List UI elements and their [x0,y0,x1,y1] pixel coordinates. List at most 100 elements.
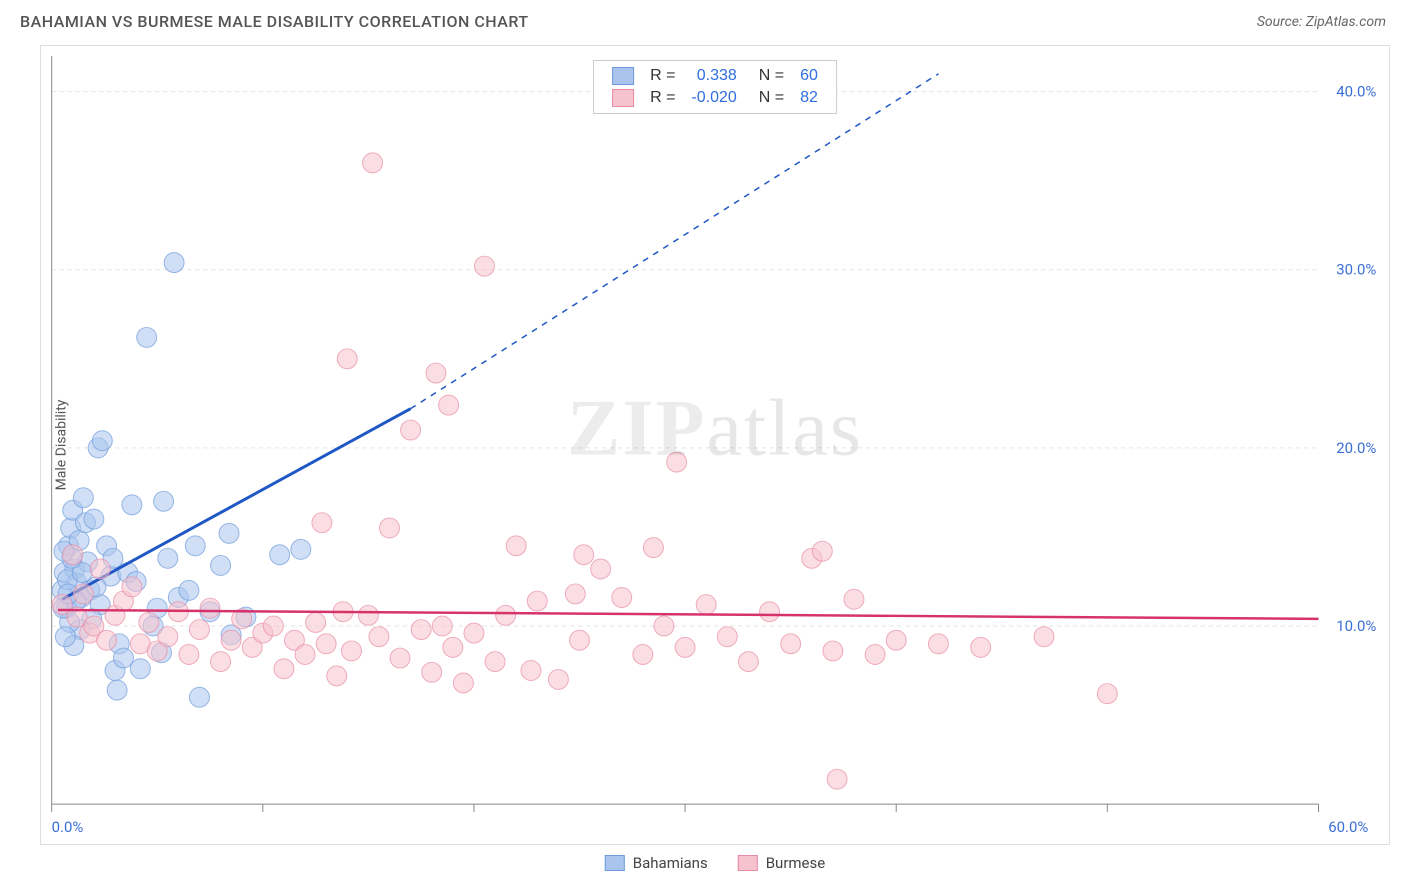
data-point [527,591,547,611]
data-point [312,513,332,533]
chart-container: Male Disability 10.0%20.0%30.0%40.0%0.0%… [40,45,1390,845]
data-point [432,616,452,636]
legend-swatch [605,855,625,871]
x-tick-label: 60.0% [1328,818,1368,836]
legend-swatch [612,67,634,85]
data-point [316,634,336,654]
chart-title: BAHAMIAN VS BURMESE MALE DISABILITY CORR… [20,12,529,31]
data-point [781,634,801,654]
data-point [189,687,209,707]
data-point [570,630,590,650]
data-point [426,363,446,383]
data-point [291,539,311,559]
data-point [633,645,653,665]
data-point [865,645,885,665]
data-point [337,349,357,369]
data-point [675,637,695,657]
data-point [1097,684,1117,704]
data-point [591,559,611,579]
data-point [574,545,594,565]
data-point [1034,627,1054,647]
data-point [565,584,585,604]
data-point [263,616,283,636]
data-point [219,523,239,543]
data-point [738,652,758,672]
data-point [221,630,241,650]
data-point [55,627,75,647]
data-point [844,589,864,609]
data-point [295,645,315,665]
y-tick-label: 30.0% [1336,261,1376,279]
data-point [130,659,150,679]
data-point [122,495,142,515]
n-label: N = [745,87,792,109]
data-point [137,327,157,347]
data-point [971,637,991,657]
data-point [521,661,541,681]
data-point [327,666,347,686]
data-point [369,627,389,647]
r-label: R = [642,65,683,87]
legend-item: Bahamians [605,854,708,872]
data-point [496,605,516,625]
data-point [211,555,231,575]
data-point [84,509,104,529]
correlation-legend: R = 0.338 N = 60 R = -0.020 N = 82 [593,60,837,114]
data-point [760,602,780,622]
n-value: 60 [792,65,826,87]
data-point [506,536,526,556]
x-tick-label: 0.0% [52,818,84,836]
data-point [342,641,362,661]
data-point [696,595,716,615]
n-label: N = [745,65,792,87]
y-tick-label: 40.0% [1336,83,1376,101]
legend-item: Burmese [738,854,826,872]
trend-line [62,409,410,600]
data-point [380,518,400,538]
data-point [154,491,174,511]
legend-swatch [612,89,634,107]
data-point [654,616,674,636]
data-point [928,634,948,654]
data-point [358,605,378,625]
data-point [122,577,142,597]
data-point [158,548,178,568]
data-point [164,253,184,273]
data-point [363,153,383,173]
data-point [158,627,178,647]
legend-label: Burmese [766,854,826,872]
data-point [92,431,112,451]
legend-label: Bahamians [633,854,708,872]
data-point [200,598,220,618]
data-point [90,559,110,579]
data-point [97,630,117,650]
data-point [107,680,127,700]
header: BAHAMIAN VS BURMESE MALE DISABILITY CORR… [0,0,1406,39]
scatter-plot: 10.0%20.0%30.0%40.0%0.0%60.0% [41,46,1389,844]
data-point [812,541,832,561]
data-point [475,256,495,276]
data-point [717,627,737,647]
y-tick-label: 10.0% [1336,617,1376,635]
n-value: 82 [792,87,826,109]
data-point [886,630,906,650]
data-point [411,620,431,640]
legend-swatch [738,855,758,871]
trend-line-extended [411,74,939,409]
source-label: Source: ZipAtlas.com [1257,14,1386,30]
data-point [185,536,205,556]
data-point [823,641,843,661]
data-point [401,420,421,440]
r-value: 0.338 [683,65,744,87]
data-point [422,662,442,682]
data-point [73,584,93,604]
series-legend: Bahamians Burmese [605,854,825,872]
data-point [643,538,663,558]
data-point [306,612,326,632]
data-point [189,620,209,640]
data-point [827,769,847,789]
data-point [485,652,505,672]
data-point [612,588,632,608]
r-label: R = [642,87,683,109]
data-point [179,580,199,600]
